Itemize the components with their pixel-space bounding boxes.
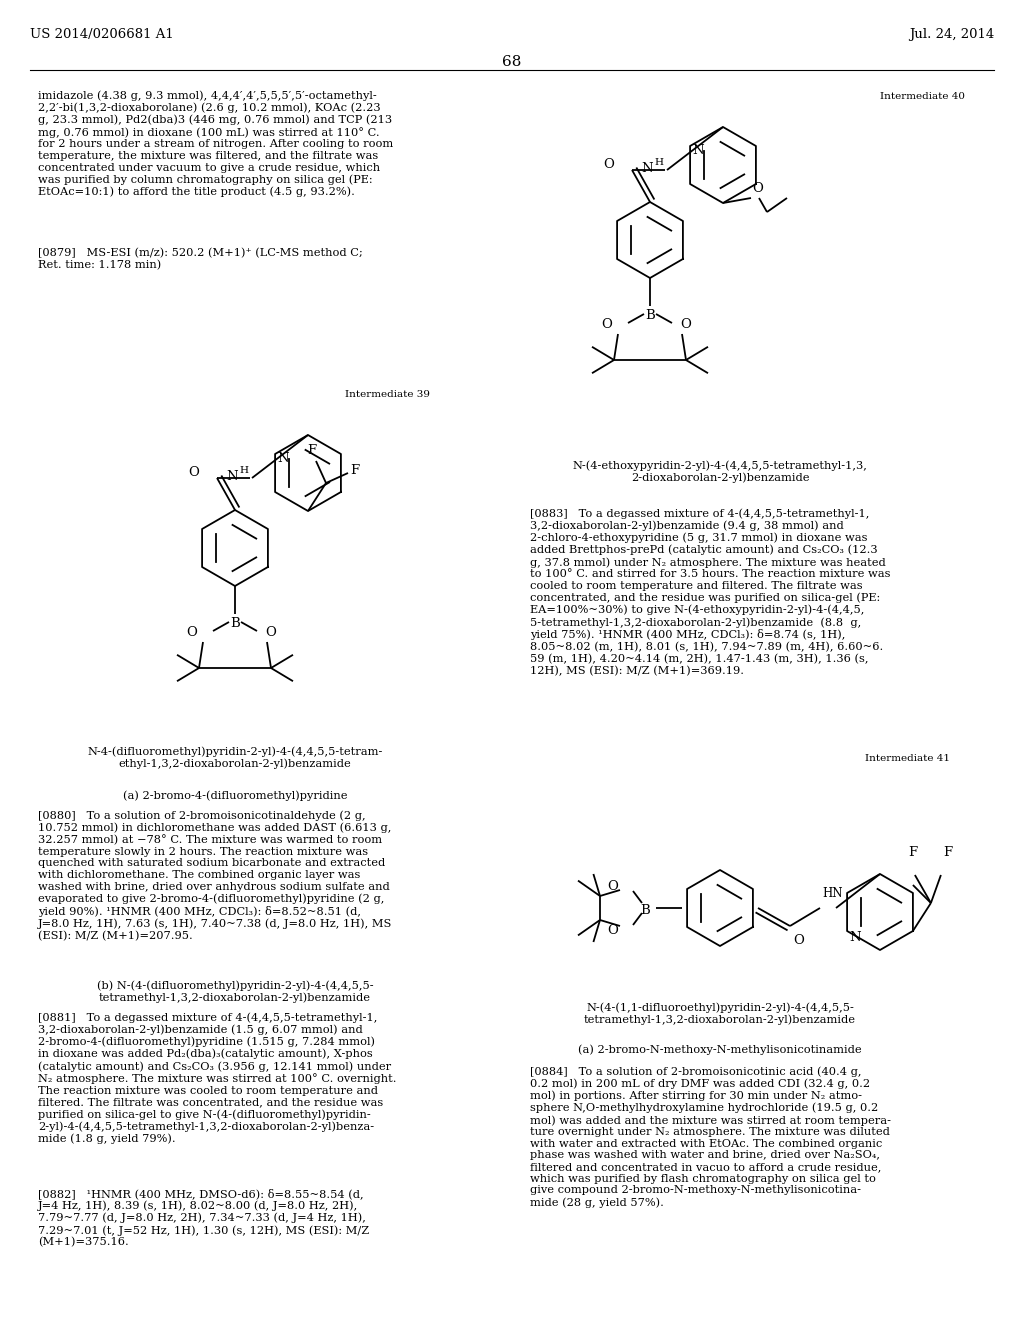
Text: H: H — [654, 158, 664, 168]
Text: O: O — [607, 879, 618, 892]
Text: O: O — [265, 626, 275, 639]
Text: (b) N-(4-(difluoromethyl)pyridin-2-yl)-4-(4,4,5,5-
tetramethyl-1,3,2-dioxaborola: (b) N-(4-(difluoromethyl)pyridin-2-yl)-4… — [96, 979, 374, 1003]
Text: [0884]   To a solution of 2-bromoisonicotinic acid (40.4 g,
0.2 mol) in 200 mL o: [0884] To a solution of 2-bromoisonicoti… — [530, 1067, 891, 1208]
Text: N: N — [641, 162, 653, 176]
Text: O: O — [793, 935, 804, 946]
Text: F: F — [350, 465, 359, 478]
Text: B: B — [640, 904, 650, 917]
Text: N: N — [278, 451, 289, 465]
Text: F: F — [307, 444, 316, 457]
Text: 68: 68 — [503, 55, 521, 69]
Text: N-4-(difluoromethyl)pyridin-2-yl)-4-(4,4,5,5-tetram-
ethyl-1,3,2-dioxaborolan-2-: N-4-(difluoromethyl)pyridin-2-yl)-4-(4,4… — [87, 746, 383, 768]
Text: Intermediate 39: Intermediate 39 — [345, 389, 430, 399]
Text: [0880]   To a solution of 2-bromoisonicotinaldehyde (2 g,
10.752 mmol) in dichlo: [0880] To a solution of 2-bromoisonicoti… — [38, 810, 392, 941]
Text: (a) 2-bromo-N-methoxy-N-methylisonicotinamide: (a) 2-bromo-N-methoxy-N-methylisonicotin… — [579, 1044, 862, 1055]
Text: imidazole (4.38 g, 9.3 mmol), 4,4,4′,4′,5,5,5′,5′-octamethyl-
2,2′-bi(1,3,2-diox: imidazole (4.38 g, 9.3 mmol), 4,4,4′,4′,… — [38, 90, 393, 197]
Text: H: H — [240, 466, 249, 475]
Text: F: F — [943, 846, 952, 859]
Text: Intermediate 40: Intermediate 40 — [880, 92, 965, 102]
Text: O: O — [188, 466, 199, 479]
Text: O: O — [601, 318, 612, 330]
Text: O: O — [186, 626, 197, 639]
Text: F: F — [908, 846, 918, 859]
Text: (a) 2-bromo-4-(difluoromethyl)pyridine: (a) 2-bromo-4-(difluoromethyl)pyridine — [123, 789, 347, 800]
Text: [0882]   ¹HNMR (400 MHz, DMSO-d6): δ=8.55~8.54 (d,
J=4 Hz, 1H), 8.39 (s, 1H), 8.: [0882] ¹HNMR (400 MHz, DMSO-d6): δ=8.55~… — [38, 1188, 370, 1247]
Text: N: N — [692, 144, 703, 157]
Text: N-(4-(1,1-difluoroethyl)pyridin-2-yl)-4-(4,4,5,5-
tetramethyl-1,3,2-dioxaborolan: N-(4-(1,1-difluoroethyl)pyridin-2-yl)-4-… — [584, 1002, 856, 1024]
Text: [0879]   MS-ESI (m/z): 520.2 (M+1)⁺ (LC-MS method C;
Ret. time: 1.178 min): [0879] MS-ESI (m/z): 520.2 (M+1)⁺ (LC-MS… — [38, 248, 362, 271]
Text: B: B — [230, 616, 240, 630]
Text: O: O — [607, 924, 618, 936]
Text: N-(4-ethoxypyridin-2-yl)-4-(4,4,5,5-tetramethyl-1,3,
2-dioxaborolan-2-yl)benzami: N-(4-ethoxypyridin-2-yl)-4-(4,4,5,5-tetr… — [572, 459, 867, 483]
Text: US 2014/0206681 A1: US 2014/0206681 A1 — [30, 28, 174, 41]
Text: N: N — [849, 931, 861, 944]
Text: O: O — [603, 158, 614, 172]
Text: Intermediate 41: Intermediate 41 — [865, 754, 950, 763]
Text: HN: HN — [822, 887, 843, 900]
Text: Jul. 24, 2014: Jul. 24, 2014 — [908, 28, 994, 41]
Text: N: N — [226, 470, 238, 483]
Text: [0883]   To a degassed mixture of 4-(4,4,5,5-tetramethyl-1,
3,2-dioxaborolan-2-y: [0883] To a degassed mixture of 4-(4,4,5… — [530, 508, 891, 677]
Text: O: O — [752, 182, 763, 195]
Text: [0881]   To a degassed mixture of 4-(4,4,5,5-tetramethyl-1,
3,2-dioxaborolan-2-y: [0881] To a degassed mixture of 4-(4,4,5… — [38, 1012, 396, 1144]
Text: B: B — [645, 309, 655, 322]
Text: O: O — [680, 318, 691, 330]
